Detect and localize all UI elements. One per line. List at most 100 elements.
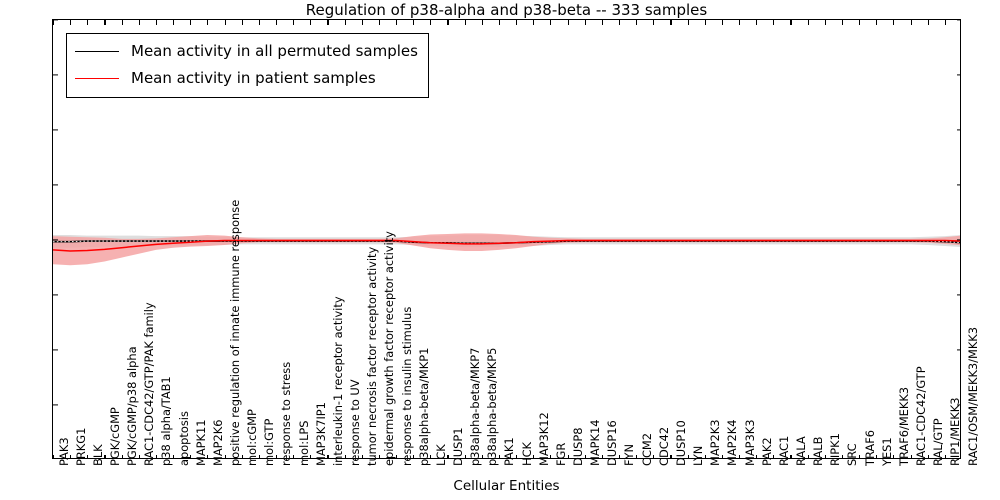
x-tick-label: TRAF6 bbox=[862, 429, 877, 466]
series-line bbox=[53, 239, 960, 252]
x-tick-mark bbox=[447, 455, 449, 458]
x-tick-label: RALA bbox=[793, 436, 808, 466]
x-tick-mark bbox=[670, 20, 672, 25]
x-tick-mark bbox=[498, 455, 501, 458]
x-tick-mark bbox=[447, 20, 449, 25]
y-tick-mark bbox=[53, 404, 58, 406]
x-tick-mark bbox=[670, 455, 672, 458]
x-tick-mark bbox=[601, 20, 603, 25]
x-tick-mark bbox=[464, 20, 466, 25]
x-tick-label: MAP3K7IP1 bbox=[313, 402, 328, 466]
x-tick-mark bbox=[739, 455, 741, 458]
x-tick-mark bbox=[841, 455, 844, 458]
x-tick-mark bbox=[721, 20, 723, 25]
x-tick-label: DUSP10 bbox=[673, 420, 688, 466]
x-tick-mark bbox=[636, 455, 638, 458]
x-tick-mark bbox=[653, 20, 655, 25]
x-tick-mark bbox=[310, 455, 312, 458]
x-tick-label: RALB bbox=[811, 436, 826, 466]
x-tick-mark bbox=[790, 20, 792, 25]
x-tick-mark bbox=[344, 455, 346, 458]
x-tick-mark bbox=[207, 455, 209, 458]
x-tick-mark bbox=[207, 20, 209, 25]
x-tick-label: DUSP8 bbox=[571, 427, 586, 466]
plot-area: Mean activity in all permuted samples Me… bbox=[52, 19, 961, 459]
x-tick-mark bbox=[687, 20, 689, 25]
x-tick-label: DUSP1 bbox=[450, 427, 465, 466]
x-tick-label: LYN bbox=[691, 445, 706, 466]
x-tick-mark bbox=[721, 455, 723, 458]
chart-canvas bbox=[53, 233, 960, 266]
x-tick-mark bbox=[481, 455, 483, 458]
x-tick-mark bbox=[773, 455, 775, 458]
x-tick-label: MAP3K12 bbox=[536, 412, 551, 466]
legend-item-patient: Mean activity in patient samples bbox=[75, 65, 418, 92]
y-tick-mark bbox=[53, 20, 58, 21]
x-tick-mark bbox=[618, 20, 621, 25]
x-tick-label: RAC1-CDC42/GTP/PAK family bbox=[142, 302, 157, 466]
x-tick-mark bbox=[104, 20, 106, 25]
x-tick-mark bbox=[841, 20, 844, 25]
x-tick-mark bbox=[807, 455, 809, 458]
x-tick-mark bbox=[258, 455, 260, 458]
x-tick-mark bbox=[584, 20, 586, 25]
x-tick-mark bbox=[173, 455, 175, 458]
x-tick-mark bbox=[361, 455, 363, 458]
x-tick-label: CDC42 bbox=[656, 426, 671, 466]
x-tick-mark bbox=[327, 20, 329, 25]
x-tick-mark bbox=[618, 455, 621, 458]
y-tick-mark bbox=[53, 349, 58, 351]
x-tick-mark bbox=[687, 455, 689, 458]
x-tick-mark bbox=[327, 455, 329, 458]
x-tick-label: TRAF6/MEKK3 bbox=[896, 386, 911, 466]
x-tick-mark bbox=[584, 455, 586, 458]
y-tick-mark bbox=[957, 184, 960, 186]
x-tick-label: p38 alpha/TAB1 bbox=[159, 376, 174, 466]
x-tick-label: MAP2K3 bbox=[708, 419, 723, 466]
x-tick-mark bbox=[636, 20, 638, 25]
x-tick-mark bbox=[876, 455, 878, 458]
x-tick-mark bbox=[430, 20, 432, 25]
x-tick-mark bbox=[155, 20, 157, 25]
x-tick-mark bbox=[790, 455, 792, 458]
x-tick-mark bbox=[241, 455, 243, 458]
x-tick-mark bbox=[807, 20, 809, 25]
x-tick-mark bbox=[704, 455, 706, 458]
x-tick-mark bbox=[464, 455, 466, 458]
x-tick-mark bbox=[824, 455, 826, 458]
x-tick-label: MAP2K6 bbox=[210, 419, 225, 466]
x-tick-mark bbox=[893, 20, 895, 25]
x-tick-label: interleukin-1 receptor activity bbox=[330, 296, 345, 466]
y-tick-mark bbox=[53, 184, 58, 186]
x-tick-mark bbox=[378, 20, 380, 25]
x-tick-mark bbox=[70, 20, 72, 25]
x-tick-label: MAP2K4 bbox=[725, 419, 740, 466]
x-tick-mark bbox=[533, 455, 535, 458]
x-tick-mark bbox=[224, 455, 226, 458]
x-tick-mark bbox=[859, 455, 861, 458]
x-tick-label: response to insulin stimulus bbox=[399, 306, 414, 466]
x-tick-mark bbox=[910, 455, 912, 458]
x-tick-mark bbox=[910, 20, 912, 25]
x-tick-label: mol:LPS bbox=[296, 420, 311, 466]
x-tick-label: epidermal growth factor receptor activit… bbox=[382, 231, 397, 466]
x-tick-mark bbox=[87, 20, 89, 25]
x-tick-label: HCK bbox=[519, 442, 534, 466]
x-tick-mark bbox=[190, 20, 192, 25]
x-tick-label: PGK/cGMP bbox=[107, 407, 122, 466]
x-tick-label: PAK3 bbox=[56, 437, 71, 466]
series-lines bbox=[53, 239, 960, 252]
x-tick-mark bbox=[824, 20, 826, 25]
std-bands bbox=[53, 233, 960, 266]
x-tick-mark bbox=[293, 20, 295, 25]
x-tick-mark bbox=[550, 20, 552, 25]
x-tick-mark bbox=[173, 20, 175, 25]
x-tick-mark bbox=[121, 20, 123, 25]
x-tick-label: RAC1-CDC42/GTP bbox=[914, 366, 929, 466]
x-tick-mark bbox=[53, 455, 55, 458]
x-tick-mark bbox=[275, 455, 278, 458]
x-tick-mark bbox=[87, 455, 89, 458]
x-tick-mark bbox=[516, 20, 518, 25]
x-tick-label: RAC1/OSM/MEKK3/MKK3 bbox=[965, 326, 980, 466]
x-tick-label: tumor necrosis factor receptor activity bbox=[365, 246, 380, 466]
